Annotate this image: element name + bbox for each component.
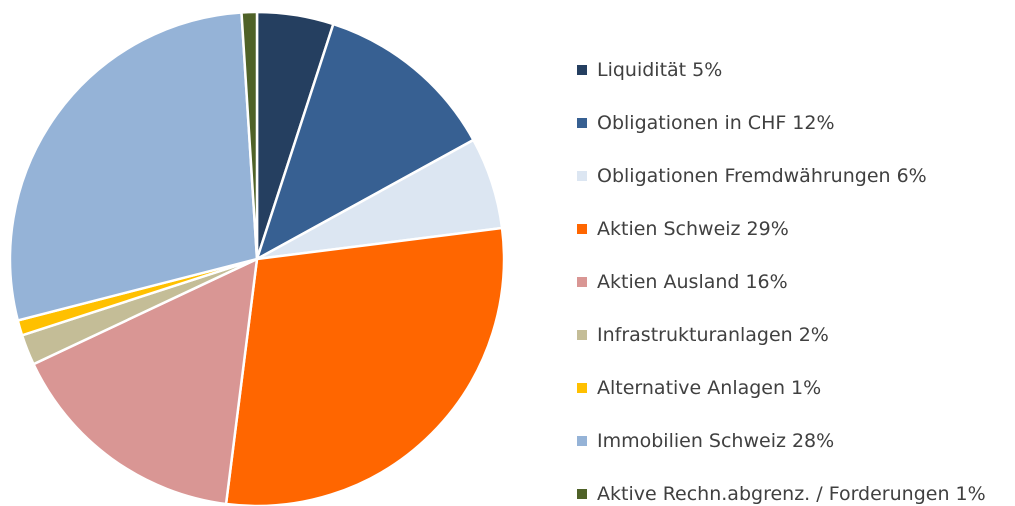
legend-category: Aktien Ausland xyxy=(597,271,739,293)
legend-value: 29% xyxy=(747,218,789,240)
legend-marker xyxy=(577,224,587,234)
legend-value: 1% xyxy=(955,483,985,505)
legend-value: 1% xyxy=(791,377,821,399)
legend-value: 12% xyxy=(792,112,834,134)
legend-marker xyxy=(577,330,587,340)
legend-label: Obligationen Fremdwährungen 6% xyxy=(597,165,927,187)
legend-category: Alternative Anlagen xyxy=(597,377,785,399)
pie-slice xyxy=(224,226,506,506)
legend-label: Alternative Anlagen 1% xyxy=(597,377,821,399)
legend-marker xyxy=(577,277,587,287)
pie-slice xyxy=(240,10,259,260)
pie-slice xyxy=(8,11,259,322)
legend-label: Aktien Ausland 16% xyxy=(597,271,788,293)
legend-label: Obligationen in CHF 12% xyxy=(597,112,835,134)
legend-value: 16% xyxy=(745,271,787,293)
legend-category: Obligationen in CHF xyxy=(597,112,786,134)
legend-marker xyxy=(577,436,587,446)
legend-label: Infrastrukturanlagen 2% xyxy=(597,324,829,346)
legend-category: Obligationen Fremdwährungen xyxy=(597,165,891,187)
legend-category: Infrastrukturanlagen xyxy=(597,324,793,346)
legend-category: Liquidität xyxy=(597,59,686,81)
legend-value: 5% xyxy=(692,59,722,81)
legend-category: Aktien Schweiz xyxy=(597,218,741,240)
pie-slice xyxy=(254,22,476,262)
legend-label: Immobilien Schweiz 28% xyxy=(597,430,834,452)
legend-marker xyxy=(577,65,587,75)
legend-value: 6% xyxy=(897,165,927,187)
pie-slice xyxy=(31,256,259,506)
legend-marker xyxy=(577,171,587,181)
legend-category: Aktive Rechn.abgrenz. / Forderungen xyxy=(597,483,949,505)
legend-label: Aktive Rechn.abgrenz. / Forderungen 1% xyxy=(597,483,986,505)
legend-marker xyxy=(577,383,587,393)
legend-marker xyxy=(577,489,587,499)
legend-marker xyxy=(577,118,587,128)
legend-label: Liquidität 5% xyxy=(597,59,722,81)
legend-label: Aktien Schweiz 29% xyxy=(597,218,789,240)
legend-category: Immobilien Schweiz xyxy=(597,430,786,452)
legend-value: 28% xyxy=(792,430,834,452)
legend-value: 2% xyxy=(799,324,829,346)
